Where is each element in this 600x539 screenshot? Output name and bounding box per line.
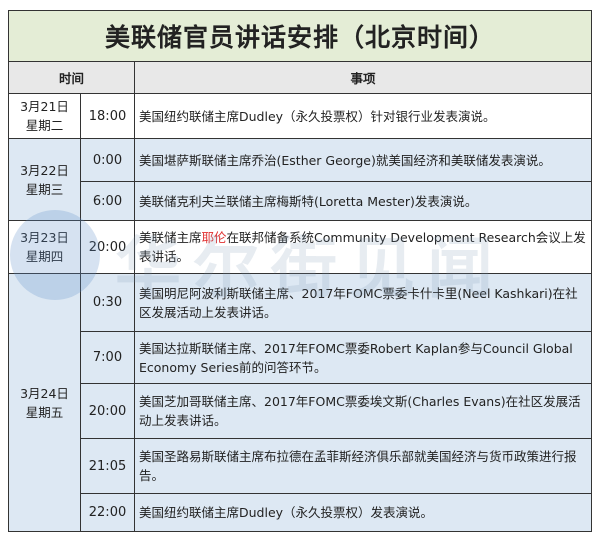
table-row: 7:00 美国达拉斯联储主席、2017年FOMC票委Robert Kaplan参…: [8, 331, 592, 384]
time-cell: 0:30: [80, 273, 135, 332]
table-row: 3月21日星期二 18:00 美国纽约联储主席Dudley（永久投票权）针对银行…: [8, 93, 592, 139]
time-cell: 20:00: [80, 220, 135, 274]
date: 3月24日: [20, 385, 69, 401]
table-row: 3月22日星期三 0:00 美国堪萨斯联储主席乔治(Esther George)…: [8, 138, 592, 221]
time-cell: 18:00: [80, 93, 135, 139]
date-cell: 3月22日星期三: [8, 138, 81, 221]
table-row: 3月23日星期四 20:00 美联储主席耶伦在联邦储备系统Community D…: [8, 220, 592, 274]
weekday: 星期五: [25, 404, 64, 420]
event-cell: 美国纽约联储主席Dudley（永久投票权）发表演说。: [134, 493, 592, 532]
time-cell: 21:05: [80, 438, 135, 494]
table-row: 22:00 美国纽约联储主席Dudley（永久投票权）发表演说。: [8, 493, 592, 532]
event-cell: 美国明尼阿波利斯联储主席、2017年FOMC票委卡什卡里(Neel Kashka…: [134, 273, 592, 332]
date-cell: 3月24日星期五: [8, 273, 81, 532]
date-cell: 3月23日星期四: [8, 220, 81, 274]
event-cell: 美国圣路易斯联储主席布拉德在孟菲斯经济俱乐部就美国经济与货币政策进行报告。: [134, 438, 592, 494]
table-row: 20:00 美国芝加哥联储主席、2017年FOMC票委埃文斯(Charles E…: [8, 383, 592, 439]
event-cell: 美国纽约联储主席Dudley（永久投票权）针对银行业发表演说。: [134, 93, 592, 139]
event-text: 在联邦储备系统Community Development Research会议上…: [139, 230, 586, 264]
event-cell: 美联储主席耶伦在联邦储备系统Community Development Rese…: [134, 220, 592, 274]
date: 3月21日: [20, 99, 69, 114]
date-cell: 3月21日星期二: [8, 93, 81, 139]
event-cell: 美国芝加哥联储主席、2017年FOMC票委埃文斯(Charles Evans)在…: [134, 383, 592, 439]
weekday: 星期四: [25, 249, 64, 264]
event-text: 美联储主席: [139, 230, 202, 245]
time-cell: 0:00: [80, 138, 135, 182]
highlighted-name: 耶伦: [201, 230, 227, 245]
date: 3月22日: [20, 162, 69, 178]
event-cell: 美联储克利夫兰联储主席梅斯特(Loretta Mester)发表演说。: [134, 181, 592, 221]
weekday: 星期二: [25, 118, 64, 133]
header-event: 事项: [134, 61, 592, 94]
table-row: 3月24日星期五 0:30 美国明尼阿波利斯联储主席、2017年FOMC票委卡什…: [8, 273, 592, 532]
table-title: 美联储官员讲话安排（北京时间）: [8, 10, 592, 62]
event-cell: 美国达拉斯联储主席、2017年FOMC票委Robert Kaplan参与Coun…: [134, 331, 592, 384]
header-time: 时间: [8, 61, 135, 94]
weekday: 星期三: [25, 181, 64, 197]
time-cell: 6:00: [80, 181, 135, 221]
date: 3月23日: [20, 230, 69, 245]
time-cell: 7:00: [80, 331, 135, 384]
schedule-table: 美联储官员讲话安排（北京时间） 时间 事项 3月21日星期二 18:00 美国纽约…: [8, 10, 592, 532]
time-cell: 22:00: [80, 493, 135, 532]
table-row: 6:00 美联储克利夫兰联储主席梅斯特(Loretta Mester)发表演说。: [8, 181, 592, 221]
table-row: 21:05 美国圣路易斯联储主席布拉德在孟菲斯经济俱乐部就美国经济与货币政策进行…: [8, 438, 592, 494]
time-cell: 20:00: [80, 383, 135, 439]
event-cell: 美国堪萨斯联储主席乔治(Esther George)就美国经济和美联储发表演说。: [134, 138, 592, 182]
